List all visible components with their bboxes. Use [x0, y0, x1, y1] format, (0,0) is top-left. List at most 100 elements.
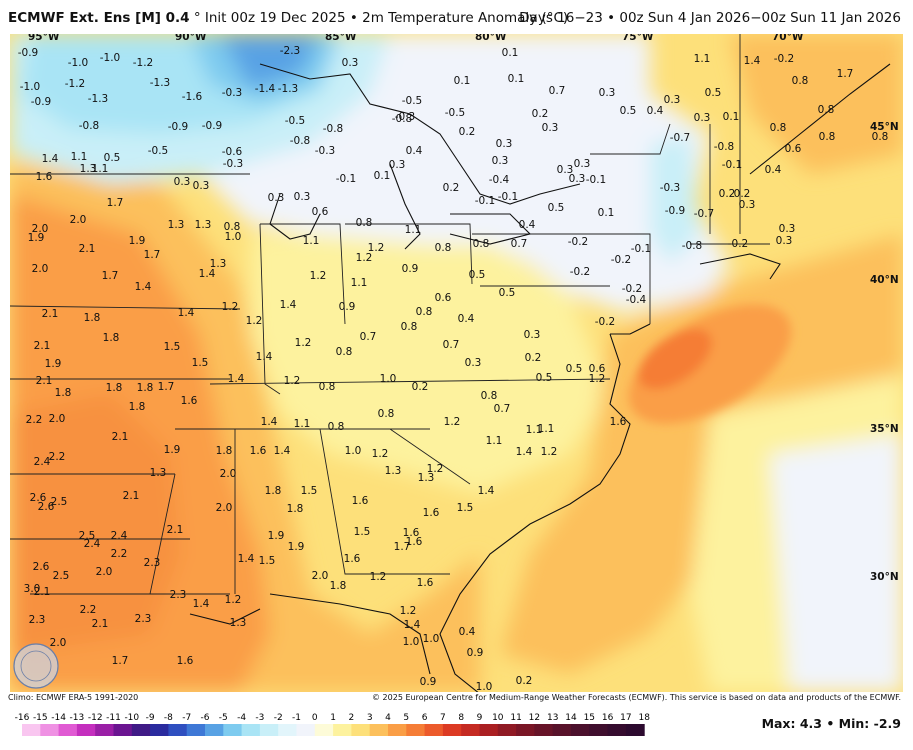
- anomaly-value: 0.5: [705, 87, 722, 99]
- anomaly-value: -0.3: [315, 145, 336, 157]
- anomaly-value: 0.3: [342, 57, 359, 69]
- anomaly-value: 2.2: [80, 604, 97, 616]
- anomaly-value: -0.9: [665, 205, 686, 217]
- colorbar-swatch: [278, 724, 297, 736]
- anomaly-value: 1.2: [368, 242, 385, 254]
- anomaly-value: 0.1: [598, 207, 615, 219]
- colorbar-tick-label: 18: [638, 713, 650, 723]
- anomaly-value: 0.2: [719, 188, 736, 200]
- colorbar-swatch: [58, 724, 78, 736]
- anomaly-value: 1.4: [274, 445, 291, 457]
- anomaly-value: 2.0: [216, 502, 233, 514]
- anomaly-value: 1.3: [80, 163, 97, 175]
- anomaly-value: -0.7: [670, 132, 691, 144]
- anomaly-value: 1.4: [478, 485, 495, 497]
- anomaly-value: 2.6: [38, 501, 55, 513]
- grid-labels: 95°W 90°W 85°W 80°W 75°W 70°W 45°N 40°N …: [28, 34, 899, 583]
- colorbar-swatch: [424, 724, 444, 736]
- anomaly-value: 2.0: [220, 468, 237, 480]
- colorbar-swatch: [571, 724, 590, 736]
- anomaly-value: 1.2: [444, 416, 461, 428]
- anomaly-value: 1.4: [199, 268, 216, 280]
- anomaly-value: -0.1: [336, 173, 357, 185]
- anomaly-value: -0.8: [290, 135, 311, 147]
- anomaly-value: 2.4: [111, 530, 128, 542]
- valid-period: Days 16−23 • 00z Sun 4 Jan 2026−00z Sun …: [519, 10, 901, 26]
- lat-label: 35°N: [870, 423, 899, 435]
- anomaly-value: 1.1: [538, 423, 555, 435]
- anomaly-value: 0.2: [516, 675, 533, 687]
- anomaly-value: 0.2: [525, 352, 542, 364]
- anomaly-value: 1.8: [137, 382, 154, 394]
- colorbar-swatch: [607, 724, 627, 736]
- anomaly-value: 1.0: [476, 681, 493, 692]
- colorbar-tick-label: 12: [529, 713, 540, 723]
- anomaly-value: 0.3: [496, 138, 513, 150]
- anomaly-shading: [10, 34, 903, 692]
- anomaly-value: 0.8: [336, 346, 353, 358]
- anomaly-value: -0.1: [722, 159, 743, 171]
- anomaly-value: -1.6: [182, 91, 203, 103]
- anomaly-value: 1.2: [370, 571, 387, 583]
- anomaly-value: 2.1: [34, 586, 51, 598]
- anomaly-value: -0.9: [31, 96, 52, 108]
- colorbar-tick-label: 11: [510, 713, 521, 723]
- anomaly-value: -0.5: [285, 115, 306, 127]
- anomaly-value: 1.2: [225, 594, 242, 606]
- colorbar-swatch: [113, 724, 133, 736]
- colorbar-swatch: [625, 724, 645, 736]
- colorbar-tick-label: -9: [146, 713, 155, 723]
- colorbar-swatch: [534, 724, 554, 736]
- anomaly-value: 0.3: [524, 329, 541, 341]
- anomaly-value: 1.4: [193, 598, 210, 610]
- anomaly-value: 1.2: [400, 605, 417, 617]
- anomaly-value: 2.1: [34, 340, 51, 352]
- anomaly-value: 2.2: [111, 548, 128, 560]
- anomaly-value: 1.2: [284, 375, 301, 387]
- colorbar-swatch: [333, 724, 352, 736]
- anomaly-value: 0.5: [469, 269, 486, 281]
- anomaly-value: 1.1: [92, 163, 109, 175]
- anomaly-value: 1.4: [280, 299, 297, 311]
- anomaly-value: 0.4: [647, 105, 664, 117]
- anomaly-value: 1.4: [228, 373, 245, 385]
- anomaly-value: -0.1: [475, 195, 496, 207]
- anomaly-value: 0.8: [378, 408, 395, 420]
- anomaly-value: 0.8: [872, 131, 889, 143]
- anomaly-value: 2.0: [50, 637, 67, 649]
- anomaly-value: -0.5: [148, 145, 169, 157]
- colorbar-tick-label: -5: [219, 713, 228, 723]
- anomaly-value: 1.6: [417, 577, 434, 589]
- anomaly-value: 0.4: [765, 164, 782, 176]
- anomaly-value: 0.3: [268, 192, 285, 204]
- lon-label: 95°W: [28, 34, 60, 43]
- anomaly-value: 0.7: [549, 85, 566, 97]
- anomaly-value: 0.3: [574, 158, 591, 170]
- anomaly-value: -0.8: [682, 240, 703, 252]
- anomaly-value: 1.8: [287, 503, 304, 515]
- anomaly-value: 2.6: [33, 561, 50, 573]
- anomaly-value: -1.3: [88, 93, 109, 105]
- anomaly-value: 1.6: [610, 416, 627, 428]
- anomaly-value: 2.5: [79, 530, 96, 542]
- variable-label: 2m Temperature Anomaly (°C): [362, 10, 569, 26]
- anomaly-value: 1.8: [103, 332, 120, 344]
- colorbar-tick-label: 6: [422, 713, 428, 723]
- anomaly-value: 1.9: [164, 444, 181, 456]
- colorbar-tick-label: 5: [403, 713, 409, 723]
- anomaly-value: -0.1: [631, 243, 652, 255]
- separator-dot: •: [345, 10, 363, 26]
- colorbar-swatch: [296, 724, 316, 736]
- anomaly-value: 1.4: [238, 553, 255, 565]
- anomaly-value: 3.0: [24, 583, 41, 595]
- anomaly-value: 0.1: [454, 75, 471, 87]
- anomaly-value: 2.1: [92, 618, 109, 630]
- anomaly-value: 0.1: [374, 170, 391, 182]
- anomaly-value: 1.6: [406, 536, 423, 548]
- anomaly-value: 1.5: [192, 357, 209, 369]
- anomaly-value: -0.9: [168, 121, 189, 133]
- anomaly-value: 1.2: [356, 252, 373, 264]
- anomaly-value: 0.4: [459, 626, 476, 638]
- anomaly-value: 2.3: [29, 614, 46, 626]
- anomaly-value: 2.0: [32, 223, 49, 235]
